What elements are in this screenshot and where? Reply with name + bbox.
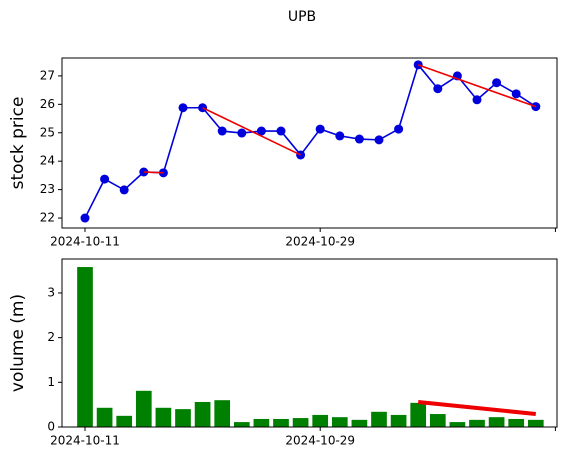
- y-tick-label: 27: [40, 68, 55, 82]
- price-point: [80, 213, 90, 223]
- x-tick-label: 2024-10-29: [285, 235, 355, 249]
- y-tick-label: 3: [47, 285, 55, 299]
- price-point: [217, 126, 227, 136]
- price-point: [237, 128, 247, 138]
- y-tick-label: 25: [40, 125, 55, 139]
- y-axis-label: stock price: [8, 97, 28, 190]
- volume-bar: [214, 400, 231, 427]
- figure-title: UPB: [288, 9, 316, 25]
- price-point: [374, 135, 384, 145]
- axes-frame: [61, 57, 558, 229]
- volume-bar: [273, 418, 289, 427]
- volume-bar: [312, 414, 329, 427]
- y-axis-label: volume (m): [8, 294, 28, 392]
- x-tick-label: 2024-10-11: [50, 434, 120, 448]
- volume-bar: [527, 419, 544, 427]
- y-tick-label: 26: [40, 97, 55, 111]
- volume-bar: [331, 417, 348, 427]
- trend-line: [417, 399, 537, 417]
- volume-bar: [116, 415, 133, 427]
- y-tick-label: 1: [47, 375, 55, 389]
- volume-bar: [351, 419, 368, 427]
- volume-bar: [488, 417, 505, 427]
- price-line: [84, 63, 537, 219]
- volume-bar: [194, 401, 211, 427]
- volume-bar: [410, 402, 427, 427]
- y-tick-label: 2: [47, 330, 55, 344]
- volume-bar: [96, 407, 113, 427]
- y-tick-label: 24: [40, 154, 55, 168]
- price-point: [119, 185, 129, 195]
- y-tick-label: 0: [47, 420, 55, 434]
- price-point: [315, 124, 325, 134]
- price-point: [492, 78, 502, 88]
- axes-frame: [61, 258, 558, 428]
- trend-line: [202, 107, 301, 156]
- volume-bar: [508, 418, 525, 427]
- volume-bar: [233, 422, 250, 427]
- trend-line: [143, 171, 164, 174]
- price-point: [511, 89, 521, 99]
- volume-bar: [77, 267, 93, 427]
- price-point: [354, 134, 364, 144]
- x-tick-label: 2024-10-11: [50, 235, 120, 249]
- price-point: [335, 131, 345, 141]
- volume-bar: [429, 414, 446, 427]
- y-tick-label: 22: [40, 211, 55, 225]
- price-point: [178, 103, 188, 113]
- volume-bar: [253, 418, 270, 427]
- price-point: [394, 124, 404, 134]
- volume-bar: [292, 418, 309, 427]
- price-point: [433, 84, 443, 94]
- price-point: [100, 174, 110, 184]
- price-point: [276, 126, 286, 136]
- volume-bar: [469, 419, 485, 427]
- volume-bar: [371, 411, 387, 427]
- volume-bar: [155, 407, 172, 427]
- x-tick-label: 2024-10-29: [285, 434, 355, 448]
- volume-bar: [135, 390, 152, 427]
- price-point: [472, 95, 482, 105]
- volume-bar: [175, 409, 191, 427]
- trend-line: [417, 64, 537, 108]
- volume-bar: [449, 422, 466, 427]
- volume-bar: [390, 414, 407, 427]
- y-tick-label: 23: [40, 182, 55, 196]
- price-point: [256, 126, 266, 136]
